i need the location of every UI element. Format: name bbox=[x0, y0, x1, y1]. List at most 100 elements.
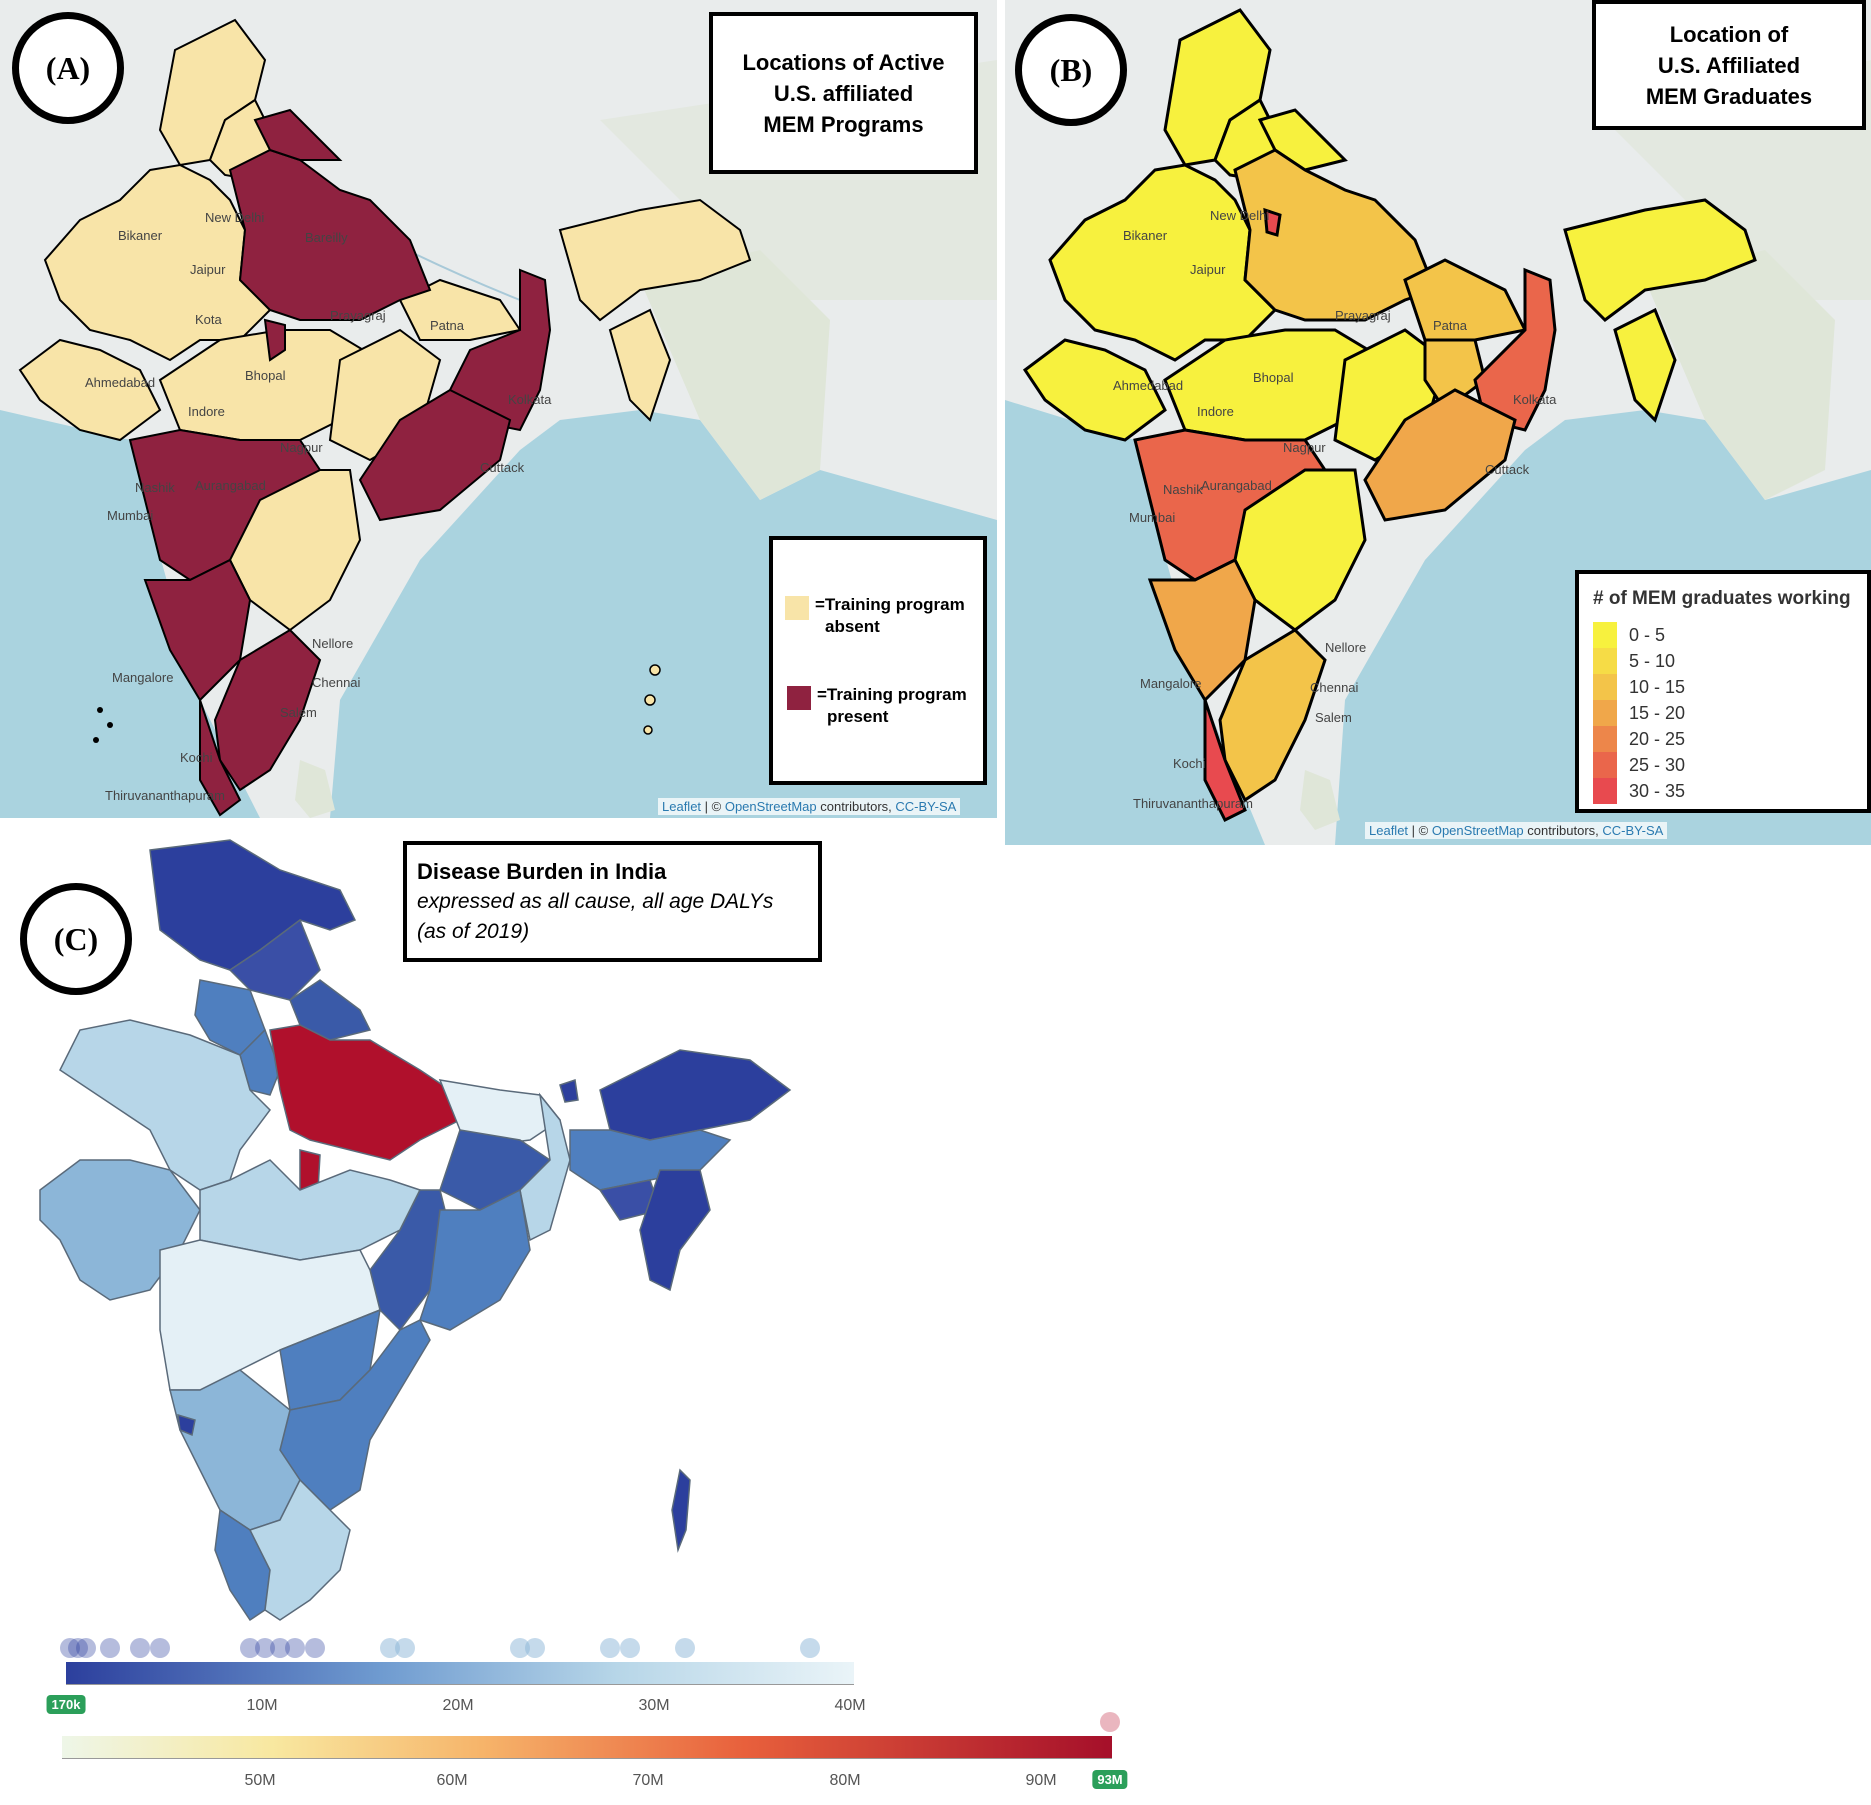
legend-swatch bbox=[1593, 648, 1617, 674]
city-label: Kolkata bbox=[508, 392, 552, 407]
city-label: Ahmedabad bbox=[85, 375, 156, 390]
city-label: Bikaner bbox=[1123, 228, 1168, 243]
panel-c-scale2-axis bbox=[62, 1758, 1112, 1759]
legend-label: 0 - 5 bbox=[1629, 624, 1666, 645]
legend-swatch bbox=[1593, 674, 1617, 700]
panel-b-title-line2: U.S. Affiliated bbox=[1657, 52, 1801, 78]
state-sikkim bbox=[559, 1079, 579, 1103]
state-west-bengal bbox=[519, 1092, 571, 1242]
city-label: New Delhi bbox=[1210, 208, 1270, 223]
attribution-sep: | © bbox=[701, 799, 725, 814]
city-label: Indore bbox=[1197, 404, 1234, 419]
panel-b-attribution: Leaflet | © OpenStreetMap contributors, … bbox=[1365, 822, 1668, 839]
legend-swatch bbox=[1593, 752, 1617, 778]
panel-c-label: (C) bbox=[20, 883, 132, 995]
city-label: Bareilly bbox=[305, 230, 348, 245]
leaflet-link[interactable]: Leaflet bbox=[1369, 823, 1409, 838]
city-label: New Delhi bbox=[205, 210, 265, 225]
panel-c-scale1-bar bbox=[66, 1662, 854, 1684]
state-andaman bbox=[671, 1468, 691, 1553]
city-label: Jaipur bbox=[190, 262, 226, 277]
legend-absent-line2: absent bbox=[825, 617, 880, 636]
city-label: Salem bbox=[1315, 710, 1352, 725]
attribution-sep: | © bbox=[1408, 823, 1432, 838]
city-label: Prayagraj bbox=[1335, 308, 1391, 323]
panel-a-title-line3: MEM Programs bbox=[763, 111, 924, 137]
city-label: Nellore bbox=[312, 636, 354, 651]
city-label: Patna bbox=[1433, 318, 1467, 333]
city-label: Nellore bbox=[1325, 640, 1367, 655]
license-link[interactable]: CC-BY-SA bbox=[1602, 823, 1664, 838]
city-label: Mangalore bbox=[112, 670, 174, 685]
panel-c-title-box: Disease Burden in India expressed as all… bbox=[403, 841, 822, 962]
state-jammu-kashmir bbox=[149, 839, 357, 971]
panel-c-title: Disease Burden in India bbox=[417, 858, 667, 884]
city-label: Nagpur bbox=[1283, 440, 1326, 455]
city-label: Thiruvananthapuram bbox=[105, 788, 225, 803]
leaflet-link[interactable]: Leaflet bbox=[662, 799, 702, 814]
panel-a-legend: =Training program absent =Training progr… bbox=[769, 536, 987, 785]
city-label: Aurangabad bbox=[1201, 478, 1272, 493]
panel-b-title-box: Location of U.S. Affiliated MEM Graduate… bbox=[1592, 0, 1866, 130]
legend-absent-line1: =Training program bbox=[815, 595, 965, 614]
panel-c-scale1-axis bbox=[66, 1684, 854, 1685]
scale2-tick-label: 90M bbox=[1025, 1772, 1057, 1789]
state-assam bbox=[569, 1129, 732, 1191]
city-label: Mumbai bbox=[107, 508, 154, 523]
scale1-tick-label: 10M bbox=[246, 1697, 278, 1714]
legend-swatch bbox=[1593, 700, 1617, 726]
scale2-tick-label: 70M bbox=[632, 1772, 664, 1789]
scale2-tick-label: 80M bbox=[829, 1772, 861, 1789]
legend-label: 30 - 35 bbox=[1629, 780, 1686, 801]
legend-label: 20 - 25 bbox=[1629, 728, 1686, 749]
scale2-tick-label: 50M bbox=[244, 1772, 276, 1789]
panel-b-title-line3: MEM Graduates bbox=[1645, 83, 1813, 109]
legend-swatch bbox=[1593, 622, 1617, 648]
panel-a-map[interactable]: New Delhi Jaipur Bikaner Prayagraj Patna… bbox=[0, 0, 997, 818]
legend-row: 5 - 10 bbox=[1593, 648, 1675, 674]
scale2-tick-label: 60M bbox=[436, 1772, 468, 1789]
city-label: Chennai bbox=[1310, 680, 1359, 695]
city-label: Nashik bbox=[135, 480, 175, 495]
city-label: Bhopal bbox=[1253, 370, 1294, 385]
city-label: Ahmedabad bbox=[1113, 378, 1184, 393]
city-label: Kota bbox=[195, 312, 222, 327]
legend-present-line2: present bbox=[827, 707, 889, 726]
city-label: Chennai bbox=[312, 675, 361, 690]
panel-b-map[interactable]: New Delhi Jaipur Bikaner Prayagraj Patna… bbox=[1005, 0, 1871, 845]
city-label: Prayagraj bbox=[330, 308, 386, 323]
legend-row: 30 - 35 bbox=[1593, 778, 1685, 804]
panel-a-attribution: Leaflet | © OpenStreetMap contributors, … bbox=[658, 798, 961, 815]
city-label: Salem bbox=[280, 705, 317, 720]
state-northeast-arunachal bbox=[599, 1049, 792, 1141]
legend-row: 10 - 15 bbox=[1593, 674, 1685, 700]
legend-row: 0 - 5 bbox=[1593, 622, 1665, 648]
city-label: Nagpur bbox=[280, 440, 323, 455]
city-label: Kochi bbox=[180, 750, 213, 765]
city-label: Indore bbox=[188, 404, 225, 419]
osm-link[interactable]: OpenStreetMap bbox=[724, 799, 817, 814]
scale1-min-badge: 170k bbox=[46, 1695, 86, 1714]
city-label: Bhopal bbox=[245, 368, 286, 383]
city-label: Bikaner bbox=[118, 228, 163, 243]
legend-swatch bbox=[1593, 778, 1617, 804]
scale1-tick-label: 30M bbox=[638, 1697, 670, 1714]
osm-link[interactable]: OpenStreetMap bbox=[1431, 823, 1524, 838]
panel-a-states-present bbox=[128, 108, 552, 817]
legend-row: 25 - 30 bbox=[1593, 752, 1685, 778]
panel-b-legend: # of MEM graduates working 0 - 5 5 - 10 10… bbox=[1575, 570, 1871, 813]
panel-b-legend-title: # of MEM graduates working bbox=[1593, 588, 1851, 609]
legend-label: 25 - 30 bbox=[1629, 754, 1686, 775]
state-goa bbox=[177, 1413, 196, 1437]
scale1-tick-label: 40M bbox=[834, 1697, 866, 1714]
panel-a-title-line2: U.S. affiliated bbox=[773, 80, 914, 106]
license-link[interactable]: CC-BY-SA bbox=[895, 799, 957, 814]
panel-a-states-absent bbox=[18, 18, 752, 632]
panel-c-scale1-dots bbox=[60, 1638, 820, 1658]
panel-c-scale2-bar bbox=[62, 1736, 1112, 1758]
city-label: Cuttack bbox=[480, 460, 525, 475]
panel-c-subtitle-line2: (as of 2019) bbox=[417, 919, 530, 943]
panel-c-map-svg bbox=[39, 839, 792, 1622]
city-label: Nashik bbox=[1163, 482, 1203, 497]
panel-c-choropleth[interactable]: (C) Disease Burden in India expressed as… bbox=[0, 830, 1150, 1805]
